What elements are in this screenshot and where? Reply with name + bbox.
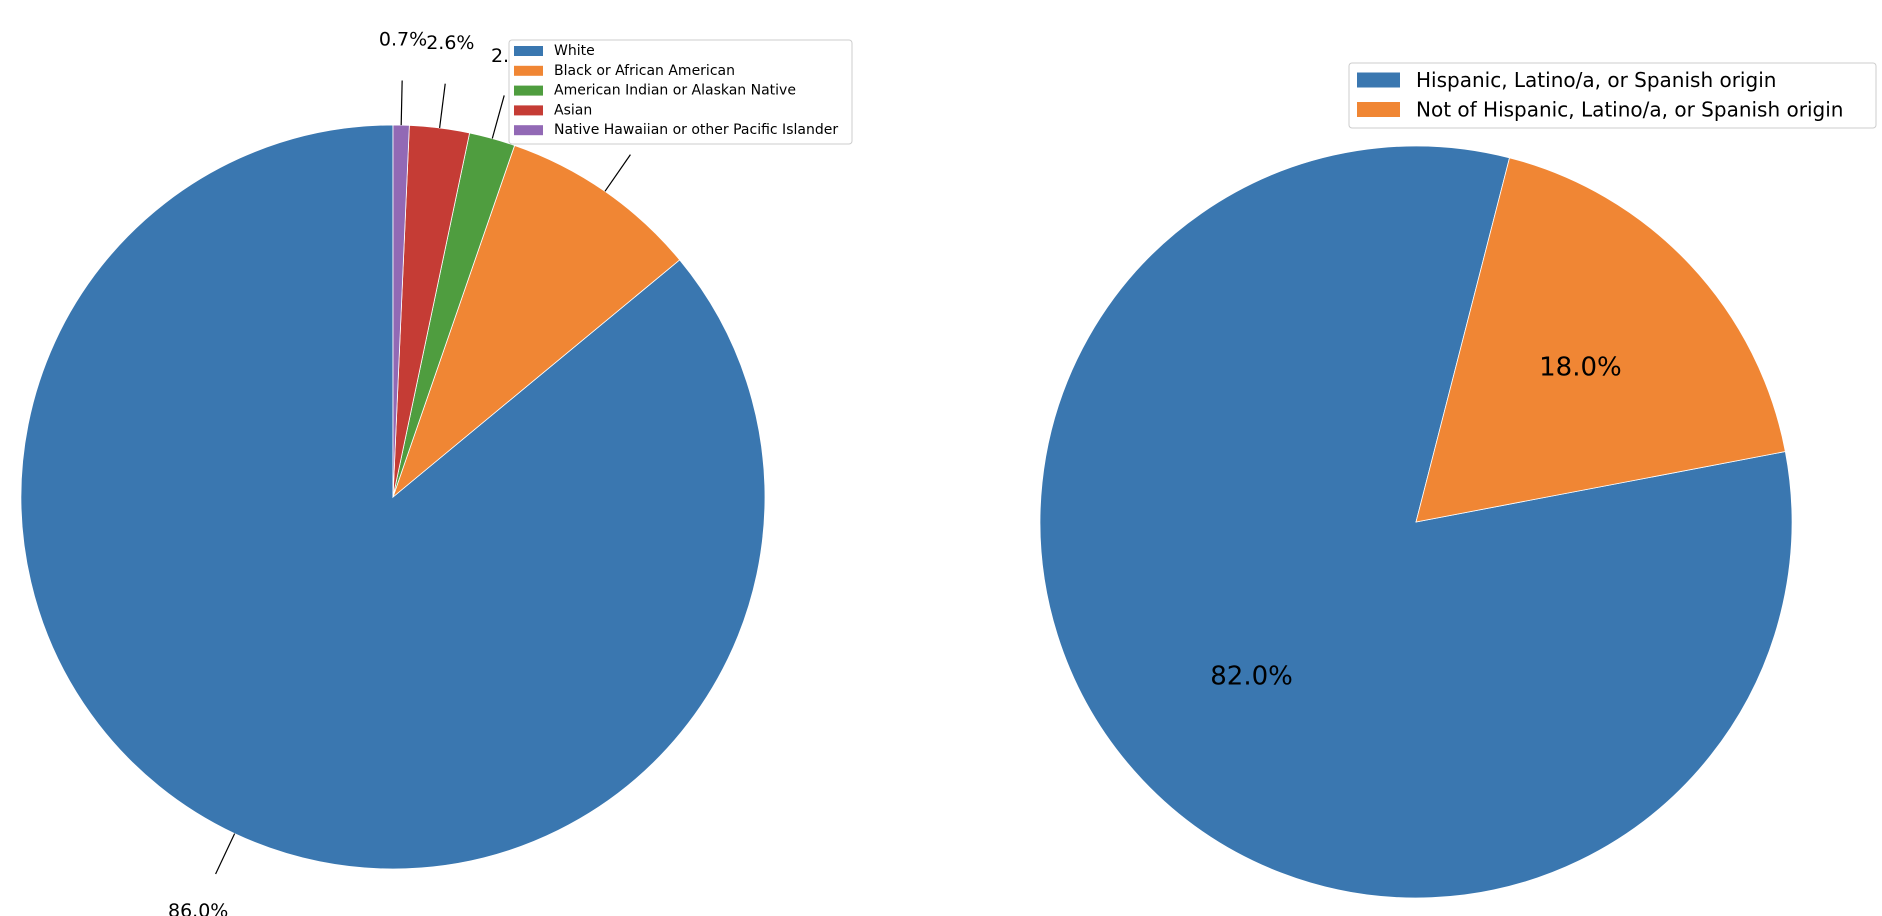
legend-swatch-white — [514, 46, 543, 56]
slice-not-of-hispanic-latino-a-or-spanish-origin — [1415, 157, 1786, 523]
leader-line-asian — [439, 83, 446, 129]
legend-swatch-american-indian-or-alaskan-native — [514, 85, 543, 96]
ethnicity-pie-chart: 82.0% 18.0% Hispanic, Latino/a, or Spanis… — [1039, 62, 1877, 899]
legend-label-not-of-hispanic-latino-a-or-spanish-origin: Not of Hispanic, Latino/a, or Spanish or… — [1416, 98, 1843, 122]
value-label-not-of-hispanic-latino-a-or-spanish-origin: 18.0% — [1539, 353, 1622, 383]
legend-label-asian: Asian — [554, 102, 592, 118]
value-label-native-hawaiian-or-other-pacific-islander: 0.7% — [379, 29, 427, 51]
legend-label-hispanic-latino-a-or-spanish-origin: Hispanic, Latino/a, or Spanish origin — [1416, 68, 1776, 92]
ethnicity-pie-labels: 82.0% 18.0% — [1210, 353, 1622, 692]
leader-line-white — [215, 833, 236, 875]
ethnicity-legend: Hispanic, Latino/a, or Spanish origin Not… — [1348, 62, 1877, 129]
legend-label-american-indian-or-alaskan-native: American Indian or Alaskan Native — [554, 83, 796, 99]
slice-black-or-african-american — [392, 144, 681, 499]
value-label-asian: 2.6% — [426, 32, 474, 54]
legend-swatch-native-hawaiian-or-other-pacific-islander — [514, 125, 543, 136]
leader-line-black-or-african-american — [604, 154, 631, 192]
value-label-white: 86.0% — [168, 900, 228, 916]
legend-swatch-hispanic-latino-a-or-spanish-origin — [1357, 72, 1400, 88]
ethnicity-pie-slices — [1039, 145, 1793, 899]
race-legend-frame — [508, 39, 853, 145]
legend-label-black-or-african-american: Black or African American — [554, 63, 735, 79]
legend-swatch-not-of-hispanic-latino-a-or-spanish-origin — [1357, 102, 1400, 117]
race-legend: White Black or African American American I… — [508, 39, 853, 145]
leader-line-native-hawaiian-or-other-pacific-islander — [400, 80, 403, 126]
race-pie-slices — [20, 124, 766, 870]
legend-label-white: White — [554, 43, 595, 59]
legend-swatch-asian — [514, 105, 543, 116]
legend-label-native-hawaiian-or-other-pacific-islander: Native Hawaiian or other Pacific Islande… — [554, 122, 838, 138]
leader-line-american-indian-or-alaskan-native — [491, 95, 505, 139]
ethnicity-legend-frame — [1348, 62, 1877, 129]
legend-swatch-black-or-african-american — [514, 65, 543, 76]
value-label-hispanic-latino-a-or-spanish-origin: 82.0% — [1210, 661, 1293, 691]
